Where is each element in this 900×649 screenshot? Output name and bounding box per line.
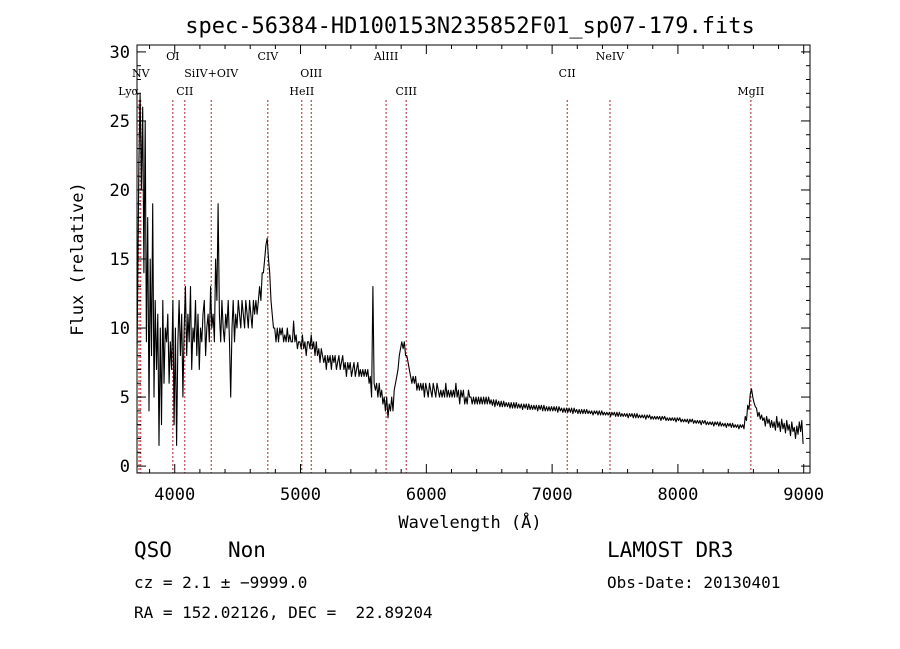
line-label-8: AlIII — [373, 50, 399, 63]
line-label-10: CII — [559, 67, 576, 80]
line-label-3: CII — [176, 85, 193, 98]
line-label-6: HeII — [289, 85, 314, 98]
y-tick-label-3: 15 — [110, 250, 130, 270]
chart-title: spec-56384-HD100153N235852F01_sp07-179.f… — [185, 14, 755, 39]
spectrum-layer — [136, 92, 804, 446]
x-tick-label-4: 8000 — [657, 485, 698, 505]
spectrum-line — [136, 92, 804, 446]
y-tick-label-2: 10 — [110, 319, 130, 339]
line-label-2: OI — [166, 50, 179, 63]
x-tick-label-2: 6000 — [406, 485, 447, 505]
y-tick-label-1: 5 — [120, 388, 130, 408]
y-tick-label-0: 0 — [120, 457, 130, 477]
y-tick-label-5: 25 — [110, 112, 130, 132]
line-label-0: Lyα — [118, 85, 139, 98]
line-label-5: CIV — [257, 50, 279, 63]
x-tick-label-3: 7000 — [532, 485, 573, 505]
y-tick-label-4: 20 — [110, 181, 130, 201]
observation-date: Obs-Date: 20130401 — [607, 573, 781, 592]
object-class: QSO — [134, 538, 172, 562]
line-label-7: OIII — [300, 67, 322, 80]
line-label-12: MgII — [737, 85, 764, 98]
x-axis-label: Wavelength (Å) — [398, 511, 541, 533]
survey-name: LAMOST DR3 — [607, 538, 734, 562]
x-tick-label-0: 4000 — [154, 485, 195, 505]
line-label-4: SiIV+OIV — [184, 67, 239, 80]
plot-frame — [136, 44, 811, 474]
x-tick-label-1: 5000 — [280, 485, 321, 505]
ra-dec-coords: RA = 152.02126, DEC = 22.89204 — [134, 603, 433, 622]
object-subclass: Non — [228, 538, 266, 562]
line-label-1: NV — [132, 67, 151, 80]
y-tick-label-6: 30 — [110, 43, 130, 63]
line-label-11: NeIV — [596, 50, 625, 63]
y-axis-label: Flux (relative) — [68, 182, 88, 336]
x-tick-label-5: 9000 — [783, 485, 824, 505]
line-label-9: CIII — [395, 85, 416, 98]
axis-ticks: 4000 5000 6000 7000 8000 9000 0 5 10 15 20 25 30 — [110, 43, 825, 505]
redshift-cz: cz = 2.1 ± −9999.0 — [134, 573, 308, 592]
